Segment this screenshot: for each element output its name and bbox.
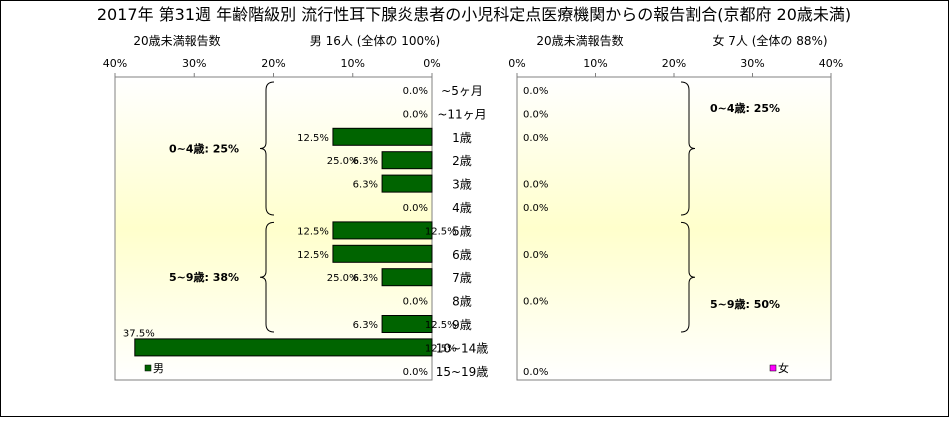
- age-category-label: 15~19歳: [436, 365, 489, 379]
- age-category-label: 1歳: [452, 131, 472, 145]
- right-header-female-summary: 女 7人 (全体の 88%): [712, 33, 827, 48]
- male-bar: [332, 244, 433, 263]
- male-value-label: 12.5%: [297, 133, 329, 144]
- male-value-label: 37.5%: [123, 328, 155, 339]
- age-category-label: ~5ヶ月: [441, 84, 483, 98]
- female-value-label: 12.5%: [425, 320, 457, 331]
- female-value-label: 12.5%: [425, 343, 457, 354]
- age-category-label: 9歳: [452, 318, 472, 332]
- female-value-label: 0.0%: [523, 203, 548, 214]
- female-plot-area: [516, 76, 832, 381]
- age-category-label: 8歳: [452, 295, 472, 309]
- male-tick-label: 20%: [261, 57, 285, 70]
- age-category-label: 10~14歳: [436, 341, 489, 355]
- male-bar: [381, 268, 433, 287]
- female-tick-label: 30%: [740, 57, 764, 70]
- female-group-label: 0~4歳: 25%: [710, 101, 780, 115]
- female-tick-label: 10%: [583, 57, 607, 70]
- male-value-label: 6.3%: [353, 273, 378, 284]
- female-legend-label: 女: [778, 361, 789, 375]
- chart-title: 2017年 第31週 年齢階級別 流行性耳下腺炎患者の小児科定点医療機関からの報…: [97, 5, 851, 24]
- male-bar: [381, 315, 433, 333]
- male-value-label: 6.3%: [353, 320, 378, 331]
- female-value-label: 12.5%: [425, 226, 457, 237]
- female-value-label: 0.0%: [523, 133, 548, 144]
- male-legend-swatch: [144, 364, 152, 372]
- left-header-male-summary: 男 16人 (全体の 100%): [310, 33, 440, 48]
- male-value-label: 6.3%: [353, 156, 378, 167]
- female-value-label: 0.0%: [523, 86, 548, 97]
- female-value-label: 0.0%: [523, 297, 548, 308]
- female-legend-swatch: [769, 364, 777, 372]
- chart-layer: 40% 30% 20% 10% 0% 0.0% 0.0% 12.5% 6.3% 6.3% 0.0% 1…: [103, 57, 843, 381]
- left-header-count-label: 20歳未満報告数: [133, 33, 220, 48]
- right-header-count-label: 20歳未満報告数: [536, 33, 623, 48]
- age-category-label: 6歳: [452, 248, 472, 262]
- male-legend-label: 男: [153, 362, 164, 375]
- male-tick-label: 0%: [423, 57, 440, 70]
- male-value-label: 0.0%: [403, 297, 428, 308]
- male-group-bracket: [259, 81, 275, 216]
- female-value-label: 0.0%: [523, 109, 548, 120]
- age-category-label: 5歳: [452, 224, 472, 238]
- male-bar: [332, 221, 433, 240]
- male-value-label: 0.0%: [403, 109, 428, 120]
- male-value-label: 0.0%: [403, 86, 428, 97]
- female-value-label: 25.0%: [327, 156, 359, 167]
- male-bar: [134, 338, 433, 357]
- age-category-label: 7歳: [452, 271, 472, 285]
- female-tick-label: 20%: [662, 57, 686, 70]
- male-value-label: 6.3%: [353, 180, 378, 191]
- male-bar: [381, 174, 433, 193]
- female-value-label: 0.0%: [523, 180, 548, 191]
- female-tick-label: 40%: [819, 57, 843, 70]
- male-value-label: 12.5%: [297, 250, 329, 261]
- female-group-bracket: [680, 221, 696, 333]
- female-group-bracket: [680, 81, 696, 216]
- female-value-label: 25.0%: [327, 273, 359, 284]
- male-group-label: 0~4歳: 25%: [169, 142, 239, 156]
- male-group-bracket: [259, 221, 275, 333]
- male-value-label: 12.5%: [297, 226, 329, 237]
- male-tick-label: 10%: [341, 57, 365, 70]
- male-value-label: 0.0%: [403, 203, 428, 214]
- age-category-label: 4歳: [452, 201, 472, 215]
- age-category-label: 3歳: [452, 178, 472, 192]
- male-bar: [381, 151, 433, 170]
- female-group-label: 5~9歳: 50%: [710, 297, 780, 311]
- age-category-label: ~11ヶ月: [437, 107, 486, 121]
- female-value-label: 0.0%: [523, 250, 548, 261]
- female-tick-label: 0%: [508, 57, 525, 70]
- female-value-label: 0.0%: [523, 367, 548, 378]
- male-group-label: 5~9歳: 38%: [169, 270, 239, 284]
- male-bar: [332, 127, 433, 146]
- male-tick-label: 40%: [103, 57, 127, 70]
- male-value-label: 0.0%: [403, 367, 428, 378]
- male-tick-label: 30%: [182, 57, 206, 70]
- age-category-label: 2歳: [452, 154, 472, 168]
